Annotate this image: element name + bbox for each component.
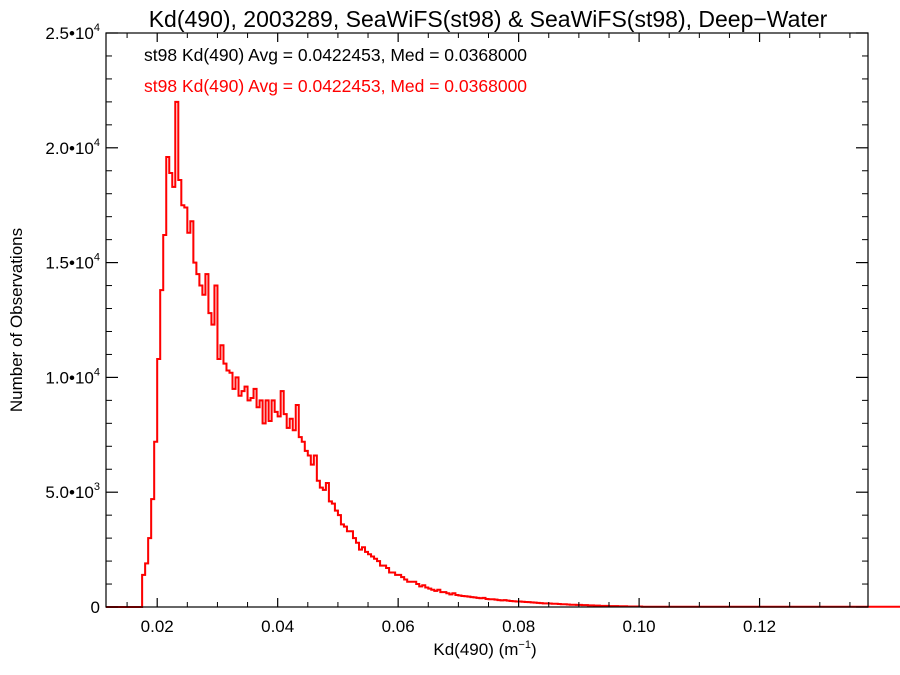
y-tick-label-exponent: 4 — [94, 252, 100, 264]
y-tick-label-exponent: 4 — [94, 137, 100, 149]
x-tick-label: 0.02 — [141, 617, 174, 636]
y-tick-label: 1.0•104 — [45, 366, 100, 387]
y-axis-label: Number of Observations — [7, 228, 26, 412]
y-tick-label: 2.0•104 — [45, 137, 100, 158]
x-tick-label: 0.04 — [261, 617, 294, 636]
y-tick-label-exponent: 3 — [94, 481, 100, 493]
y-tick-label-exponent: 4 — [94, 22, 100, 34]
chart-title: Kd(490), 2003289, SeaWiFS(st98) & SeaWiF… — [149, 6, 828, 32]
y-tick-label: 0 — [91, 598, 100, 617]
y-tick-label-base: 5.0•10 — [45, 483, 94, 502]
y-tick-label: 1.5•104 — [45, 252, 100, 273]
x-axis-label: Kd(490) (m−1) — [433, 639, 536, 659]
annotation-black: st98 Kd(490) Avg = 0.0422453, Med = 0.03… — [144, 45, 527, 65]
x-axis-label-sup: −1 — [518, 639, 531, 651]
y-tick-label-exponent: 4 — [94, 366, 100, 378]
x-tick-label: 0.10 — [623, 617, 656, 636]
y-tick-label-base: 2.5•10 — [45, 24, 94, 43]
plot-frame — [105, 32, 869, 608]
y-tick-label-base: 1.5•10 — [45, 254, 94, 273]
x-axis-label-base: Kd(490) (m — [433, 640, 518, 659]
x-tick-label: 0.08 — [502, 617, 535, 636]
x-axis-label-end: ) — [531, 640, 537, 659]
x-tick-label: 0.12 — [743, 617, 776, 636]
annotation-red: st98 Kd(490) Avg = 0.0422453, Med = 0.03… — [144, 76, 527, 96]
y-tick-label: 2.5•104 — [45, 22, 100, 43]
tick-layer: 0.02 0.04 0.06 0.08 0.10 0.1205.0•1031.0•1041… — [45, 22, 868, 636]
y-tick-label-base: 0 — [91, 598, 100, 617]
y-tick-label: 5.0•103 — [45, 481, 100, 502]
y-tick-label-base: 1.0•10 — [45, 368, 94, 387]
y-tick-label-base: 2.0•10 — [45, 139, 94, 158]
x-tick-label: 0.06 — [382, 617, 415, 636]
